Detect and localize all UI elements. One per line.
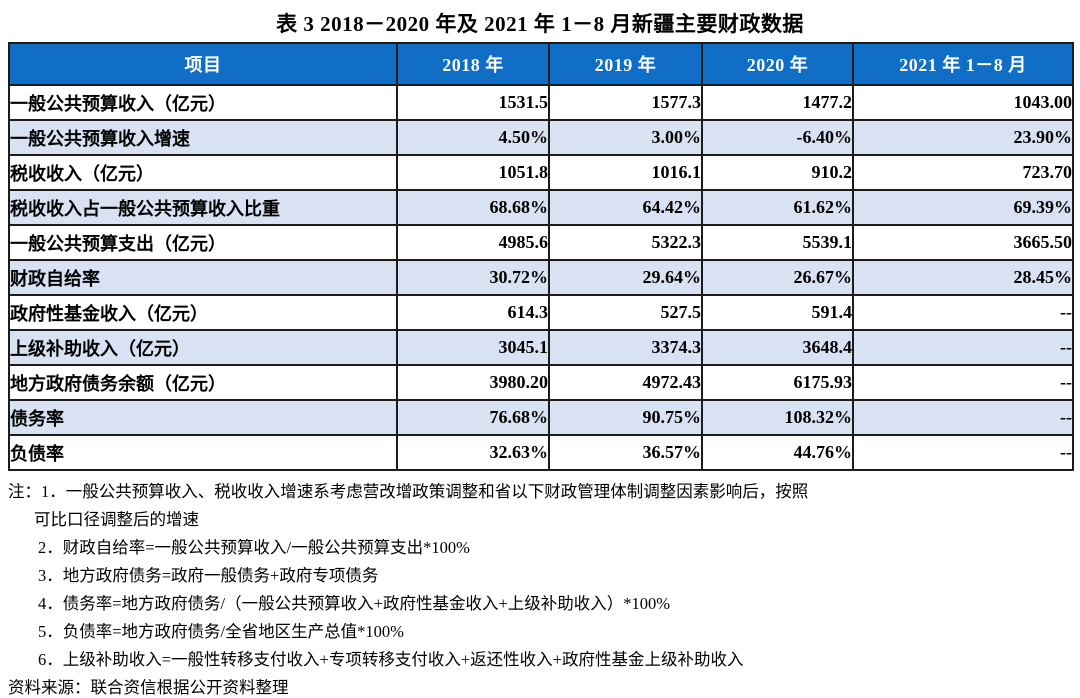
row-label: 地方政府债务余额（亿元） xyxy=(8,364,398,401)
cell-value: 26.67% xyxy=(701,259,854,296)
page-title: 表 3 2018－2020 年及 2021 年 1－8 月新疆主要财政数据 xyxy=(276,12,804,36)
row-label: 负债率 xyxy=(8,434,398,471)
cell-value: -- xyxy=(852,399,1074,436)
cell-value: -- xyxy=(852,364,1074,401)
cell-value: 4972.43 xyxy=(548,364,703,401)
note-line: 4．债务率=地方政府债务/（一般公共预算收入+政府性基金收入+上级补助收入）*1… xyxy=(38,594,670,613)
header-row: 项目 2018 年 2019 年 2020 年 2021 年 1－8 月 xyxy=(8,42,1074,86)
cell-value: 29.64% xyxy=(548,259,703,296)
row-label: 财政自给率 xyxy=(8,259,398,296)
table-row: 上级补助收入（亿元） 3045.1 3374.3 3648.4 -- xyxy=(8,329,1074,366)
cell-value: 1477.2 xyxy=(701,84,854,121)
cell-value: 61.62% xyxy=(701,189,854,226)
table-row: 一般公共预算支出（亿元） 4985.6 5322.3 5539.1 3665.5… xyxy=(8,224,1074,261)
note-line: 2．财政自给率=一般公共预算收入/一般公共预算支出*100% xyxy=(38,538,470,557)
cell-value: 5539.1 xyxy=(701,224,854,261)
cell-value: 723.70 xyxy=(852,154,1074,191)
cell-value: -- xyxy=(852,294,1074,331)
cell-value: 69.39% xyxy=(852,189,1074,226)
column-header-item: 项目 xyxy=(8,42,398,86)
column-header-2021-jan-aug: 2021 年 1－8 月 xyxy=(852,42,1074,86)
cell-value: 527.5 xyxy=(548,294,703,331)
table-row: 政府性基金收入（亿元） 614.3 527.5 591.4 -- xyxy=(8,294,1074,331)
cell-value: 910.2 xyxy=(701,154,854,191)
cell-value: 591.4 xyxy=(701,294,854,331)
note-line: 6．上级补助收入=一般性转移支付收入+专项转移支付收入+返还性收入+政府性基金上… xyxy=(38,650,744,669)
cell-value: 76.68% xyxy=(396,399,550,436)
cell-value: 1051.8 xyxy=(396,154,550,191)
cell-value: 1577.3 xyxy=(548,84,703,121)
cell-value: 28.45% xyxy=(852,259,1074,296)
note-line: 注：1．一般公共预算收入、税收收入增速系考虑营改增政策调整和省以下财政管理体制调… xyxy=(8,482,809,501)
cell-value: 3665.50 xyxy=(852,224,1074,261)
cell-value: 68.68% xyxy=(396,189,550,226)
cell-value: 1043.00 xyxy=(852,84,1074,121)
notes: 注：1．一般公共预算收入、税收收入增速系考虑营改增政策调整和省以下财政管理体制调… xyxy=(8,478,1072,698)
table-row: 负债率 32.63% 36.57% 44.76% -- xyxy=(8,434,1074,471)
row-label: 税收收入占一般公共预算收入比重 xyxy=(8,189,398,226)
cell-value: 36.57% xyxy=(548,434,703,471)
column-header-2019: 2019 年 xyxy=(548,42,703,86)
cell-value: 90.75% xyxy=(548,399,703,436)
table-row: 一般公共预算收入增速 4.50% 3.00% -6.40% 23.90% xyxy=(8,119,1074,156)
row-label: 上级补助收入（亿元） xyxy=(8,329,398,366)
row-label: 一般公共预算收入增速 xyxy=(8,119,398,156)
table-row: 税收收入（亿元） 1051.8 1016.1 910.2 723.70 xyxy=(8,154,1074,191)
row-label: 税收收入（亿元） xyxy=(8,154,398,191)
table-row: 财政自给率 30.72% 29.64% 26.67% 28.45% xyxy=(8,259,1074,296)
cell-value: 6175.93 xyxy=(701,364,854,401)
cell-value: 44.76% xyxy=(701,434,854,471)
data-source-line: 资料来源：联合资信根据公开资料整理 xyxy=(8,678,289,697)
cell-value: -- xyxy=(852,329,1074,366)
cell-value: 1016.1 xyxy=(548,154,703,191)
cell-value: 3980.20 xyxy=(396,364,550,401)
note-line: 5．负债率=地方政府债务/全省地区生产总值*100% xyxy=(38,622,404,641)
cell-value: 108.32% xyxy=(701,399,854,436)
cell-value: 3.00% xyxy=(548,119,703,156)
cell-value: 614.3 xyxy=(396,294,550,331)
cell-value: 64.42% xyxy=(548,189,703,226)
cell-value: 5322.3 xyxy=(548,224,703,261)
cell-value: -6.40% xyxy=(701,119,854,156)
table-row: 地方政府债务余额（亿元） 3980.20 4972.43 6175.93 -- xyxy=(8,364,1074,401)
cell-value: 23.90% xyxy=(852,119,1074,156)
cell-value: 1531.5 xyxy=(396,84,550,121)
column-header-2018: 2018 年 xyxy=(396,42,550,86)
fiscal-data-table: 项目 2018 年 2019 年 2020 年 2021 年 1－8 月 一般公… xyxy=(8,42,1074,471)
row-label: 政府性基金收入（亿元） xyxy=(8,294,398,331)
note-line: 可比口径调整后的增速 xyxy=(34,510,199,529)
cell-value: 3045.1 xyxy=(396,329,550,366)
cell-value: 3648.4 xyxy=(701,329,854,366)
column-header-2020: 2020 年 xyxy=(701,42,854,86)
cell-value: 4.50% xyxy=(396,119,550,156)
row-label: 一般公共预算支出（亿元） xyxy=(8,224,398,261)
table-row: 税收收入占一般公共预算收入比重 68.68% 64.42% 61.62% 69.… xyxy=(8,189,1074,226)
row-label: 债务率 xyxy=(8,399,398,436)
cell-value: 32.63% xyxy=(396,434,550,471)
row-label: 一般公共预算收入（亿元） xyxy=(8,84,398,121)
table-row: 一般公共预算收入（亿元） 1531.5 1577.3 1477.2 1043.0… xyxy=(8,84,1074,121)
cell-value: 30.72% xyxy=(396,259,550,296)
cell-value: -- xyxy=(852,434,1074,471)
cell-value: 4985.6 xyxy=(396,224,550,261)
note-line: 3．地方政府债务=政府一般债务+政府专项债务 xyxy=(38,566,379,585)
table-row: 债务率 76.68% 90.75% 108.32% -- xyxy=(8,399,1074,436)
cell-value: 3374.3 xyxy=(548,329,703,366)
